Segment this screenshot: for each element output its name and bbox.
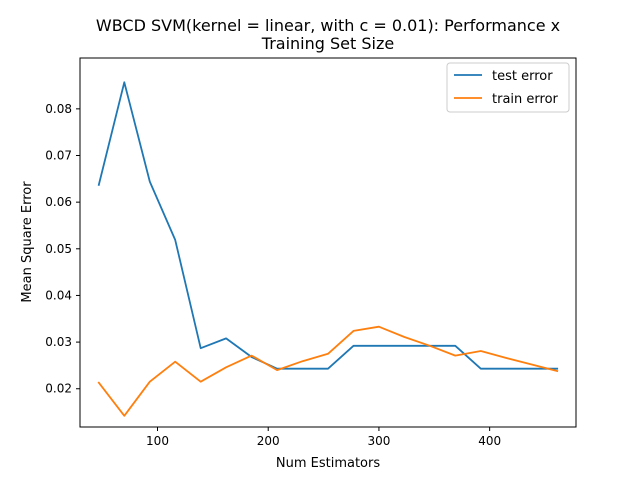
y-tick-label: 0.05 xyxy=(45,242,72,256)
y-tick-label: 0.04 xyxy=(45,288,72,302)
legend: test error train error xyxy=(446,62,570,113)
chart-title-line-2: Training Set Size xyxy=(261,34,394,53)
y-tick-label: 0.08 xyxy=(45,102,72,116)
legend-label-test-error: test error xyxy=(492,69,553,84)
plot-series xyxy=(97,81,559,417)
x-tick-label: 300 xyxy=(367,434,390,448)
series-line-test-error xyxy=(97,81,559,370)
x-tick-label: 400 xyxy=(478,434,501,448)
y-axis: 0.02 0.03 0.04 0.05 0.06 0.07 0.08 xyxy=(45,102,80,396)
y-tick-label: 0.06 xyxy=(45,195,72,209)
plot-frame xyxy=(79,57,577,428)
chart-title-line-1: WBCD SVM(kernel = linear, with c = 0.01)… xyxy=(96,16,560,35)
x-tick-label: 100 xyxy=(146,434,169,448)
legend-label-train-error: train error xyxy=(492,92,559,107)
x-axis: 100 200 300 400 xyxy=(146,427,501,448)
x-axis-label: Num Estimators xyxy=(276,456,380,471)
series-line-train-error xyxy=(97,325,559,417)
y-tick-label: 0.07 xyxy=(45,148,72,162)
x-tick-label: 200 xyxy=(257,434,280,448)
y-tick-label: 0.02 xyxy=(45,382,72,396)
y-axis-label: Mean Square Error xyxy=(20,181,35,303)
y-tick-label: 0.03 xyxy=(45,335,72,349)
